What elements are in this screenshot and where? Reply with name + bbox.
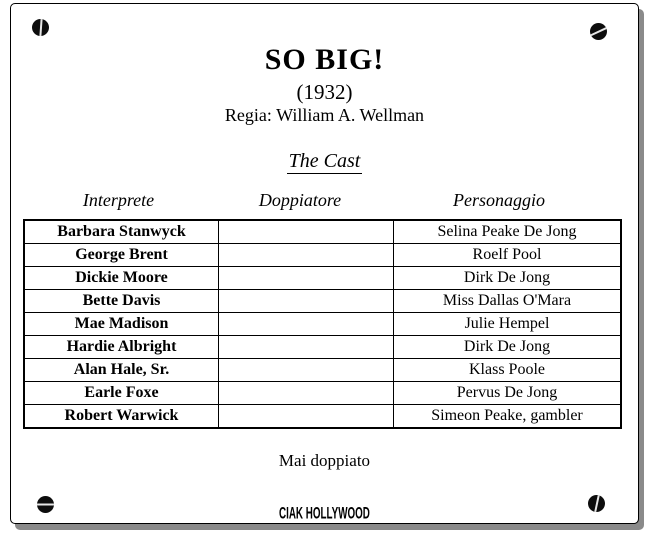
doppiatore-cell <box>218 219 394 244</box>
interprete-cell: Hardie Albright <box>23 335 219 359</box>
column-header-interprete: Interprete <box>82 190 155 210</box>
doppiatore-cell <box>218 404 394 429</box>
doppiatore-cell <box>218 335 394 359</box>
screw-icon <box>588 495 605 512</box>
screw-slot <box>593 495 600 512</box>
studio-logo: CIAK HOLLYWOOD <box>11 503 638 523</box>
cast-table-row: Robert Warwick Simeon Peake, gambler <box>23 404 622 429</box>
screw-slot <box>38 19 43 36</box>
cast-table-row: Barbara Stanwyck Selina Peake De Jong <box>23 219 622 244</box>
interprete-cell: Bette Davis <box>23 289 219 313</box>
cast-table-row: Mae Madison Julie Hempel <box>23 312 622 336</box>
doppiatore-cell <box>218 289 394 313</box>
interprete-cell: Robert Warwick <box>23 404 219 429</box>
cast-table-row: Alan Hale, Sr. Klass Poole <box>23 358 622 382</box>
interprete-cell: George Brent <box>23 243 219 267</box>
footer-note: Mai doppiato <box>278 451 371 470</box>
doppiatore-cell <box>218 358 394 382</box>
section-heading: The Cast <box>11 150 638 174</box>
personaggio-cell: Roelf Pool <box>393 243 622 267</box>
interprete-cell: Alan Hale, Sr. <box>23 358 219 382</box>
personaggio-cell: Julie Hempel <box>393 312 622 336</box>
screw-icon <box>32 19 49 36</box>
personaggio-cell: Dirk De Jong <box>393 335 622 359</box>
cast-table-row: Hardie Albright Dirk De Jong <box>23 335 622 359</box>
interprete-cell: Barbara Stanwyck <box>23 219 219 244</box>
interprete-cell: Earle Foxe <box>23 381 219 405</box>
interprete-cell: Mae Madison <box>23 312 219 336</box>
studio-logo-text: CIAK HOLLYWOOD <box>279 503 370 523</box>
column-header-personaggio: Personaggio <box>453 190 545 210</box>
screw-icon <box>37 496 54 513</box>
cast-table-row: Bette Davis Miss Dallas O'Mara <box>23 289 622 313</box>
cast-table: Barbara Stanwyck Selina Peake De Jong Geor… <box>23 219 622 429</box>
screw-slot <box>590 26 607 37</box>
doppiatore-cell <box>218 243 394 267</box>
personaggio-cell: Simeon Peake, gambler <box>393 404 622 429</box>
personaggio-cell: Pervus De Jong <box>393 381 622 405</box>
interprete-cell: Dickie Moore <box>23 266 219 290</box>
column-header-doppiatore: Doppiatore <box>258 190 342 210</box>
personaggio-cell: Selina Peake De Jong <box>393 219 622 244</box>
film-director: Regia: William A. Wellman <box>224 105 425 125</box>
film-title: SO BIG! <box>264 43 385 76</box>
film-year: (1932) <box>296 80 353 104</box>
personaggio-cell: Dirk De Jong <box>393 266 622 290</box>
screw-slot <box>37 503 54 506</box>
doppiatore-cell <box>218 381 394 405</box>
doppiatore-cell <box>218 312 394 336</box>
doppiatore-cell <box>218 266 394 290</box>
section-heading-text: The Cast <box>286 150 363 174</box>
cast-table-row: George Brent Roelf Pool <box>23 243 622 267</box>
cast-sheet: SO BIG! (1932) Regia: William A. Wellman… <box>10 3 639 524</box>
cast-table-row: Dickie Moore Dirk De Jong <box>23 266 622 290</box>
personaggio-cell: Klass Poole <box>393 358 622 382</box>
cast-table-row: Earle Foxe Pervus De Jong <box>23 381 622 405</box>
table-column-headers: Interprete Doppiatore Personaggio <box>23 190 612 211</box>
screw-icon <box>590 23 607 40</box>
personaggio-cell: Miss Dallas O'Mara <box>393 289 622 313</box>
